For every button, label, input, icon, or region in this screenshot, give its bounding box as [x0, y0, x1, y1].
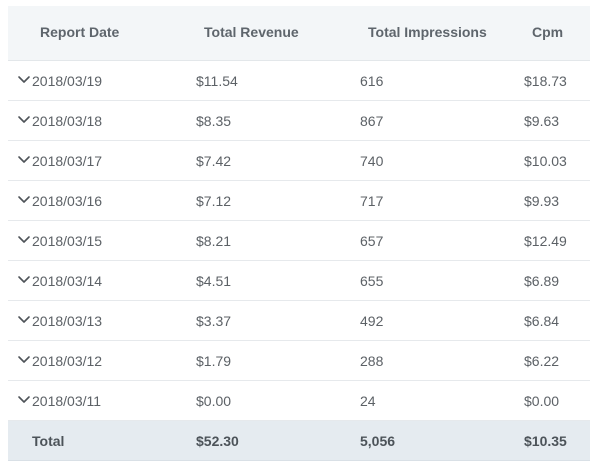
- row-cpm: $6.22: [524, 353, 560, 369]
- table-row[interactable]: 2018/03/11 $0.00 24 $0.00: [8, 381, 590, 421]
- row-date: 2018/03/16: [32, 193, 103, 209]
- row-revenue: $0.00: [196, 393, 232, 409]
- table-row[interactable]: 2018/03/15 $8.21 657 $12.49: [8, 221, 590, 261]
- chevron-down-icon[interactable]: [17, 233, 31, 247]
- table-row[interactable]: 2018/03/18 $8.35 867 $9.63: [8, 101, 590, 141]
- table-row[interactable]: 2018/03/13 $3.37 492 $6.84: [8, 301, 590, 341]
- row-cpm: $12.49: [524, 233, 567, 249]
- row-cpm: $9.93: [524, 193, 560, 209]
- table-header: Report Date Total Revenue Total Impressi…: [8, 6, 590, 61]
- total-impressions: 5,056: [360, 433, 396, 449]
- total-row: Total $52.30 5,056 $10.35: [8, 421, 590, 461]
- table-body: 2018/03/19 $11.54 616 $18.73 2018/03/18 $8.35…: [8, 61, 590, 421]
- report-table: Report Date Total Revenue Total Impressi…: [8, 6, 590, 461]
- row-date: 2018/03/18: [32, 113, 103, 129]
- chevron-down-icon[interactable]: [17, 353, 31, 367]
- row-revenue: $11.54: [196, 73, 238, 89]
- column-header-report-date[interactable]: Report Date: [40, 24, 120, 40]
- chevron-down-icon[interactable]: [17, 113, 31, 127]
- row-cpm: $6.84: [524, 313, 560, 329]
- row-date: 2018/03/15: [32, 233, 103, 249]
- total-cpm: $10.35: [524, 433, 567, 449]
- row-revenue: $7.42: [196, 153, 232, 169]
- row-cpm: $6.89: [524, 273, 560, 289]
- row-date: 2018/03/14: [32, 273, 103, 289]
- row-revenue: $8.35: [196, 113, 232, 129]
- column-header-cpm[interactable]: Cpm: [532, 24, 564, 40]
- table-row[interactable]: 2018/03/14 $4.51 655 $6.89: [8, 261, 590, 301]
- row-date: 2018/03/13: [32, 313, 103, 329]
- table-row[interactable]: 2018/03/12 $1.79 288 $6.22: [8, 341, 590, 381]
- row-date: 2018/03/19: [32, 73, 103, 89]
- row-impressions: 288: [360, 353, 384, 369]
- chevron-down-icon[interactable]: [17, 313, 31, 327]
- chevron-down-icon[interactable]: [17, 73, 31, 87]
- row-impressions: 717: [360, 193, 384, 209]
- chevron-down-icon[interactable]: [17, 393, 31, 407]
- row-cpm: $10.03: [524, 153, 567, 169]
- row-impressions: 492: [360, 313, 384, 329]
- row-revenue: $4.51: [196, 273, 232, 289]
- row-date: 2018/03/12: [32, 353, 103, 369]
- table-row[interactable]: 2018/03/19 $11.54 616 $18.73: [8, 61, 590, 101]
- row-revenue: $8.21: [196, 233, 232, 249]
- total-revenue: $52.30: [196, 433, 239, 449]
- table-row[interactable]: 2018/03/17 $7.42 740 $10.03: [8, 141, 590, 181]
- row-impressions: 616: [360, 73, 384, 89]
- row-cpm: $18.73: [524, 73, 567, 89]
- chevron-down-icon[interactable]: [17, 153, 31, 167]
- row-impressions: 657: [360, 233, 384, 249]
- row-revenue: $1.79: [196, 353, 232, 369]
- table-row[interactable]: 2018/03/16 $7.12 717 $9.93: [8, 181, 590, 221]
- row-cpm: $9.63: [524, 113, 560, 129]
- column-header-total-impressions[interactable]: Total Impressions: [368, 24, 487, 40]
- row-impressions: 24: [360, 393, 376, 409]
- row-date: 2018/03/11: [32, 393, 102, 409]
- row-revenue: $3.37: [196, 313, 232, 329]
- column-header-total-revenue[interactable]: Total Revenue: [204, 24, 299, 40]
- row-impressions: 867: [360, 113, 384, 129]
- chevron-down-icon[interactable]: [17, 193, 31, 207]
- row-cpm: $0.00: [524, 393, 560, 409]
- total-label: Total: [32, 433, 65, 449]
- row-date: 2018/03/17: [32, 153, 103, 169]
- row-impressions: 655: [360, 273, 384, 289]
- row-revenue: $7.12: [196, 193, 232, 209]
- chevron-down-icon[interactable]: [17, 273, 31, 287]
- row-impressions: 740: [360, 153, 384, 169]
